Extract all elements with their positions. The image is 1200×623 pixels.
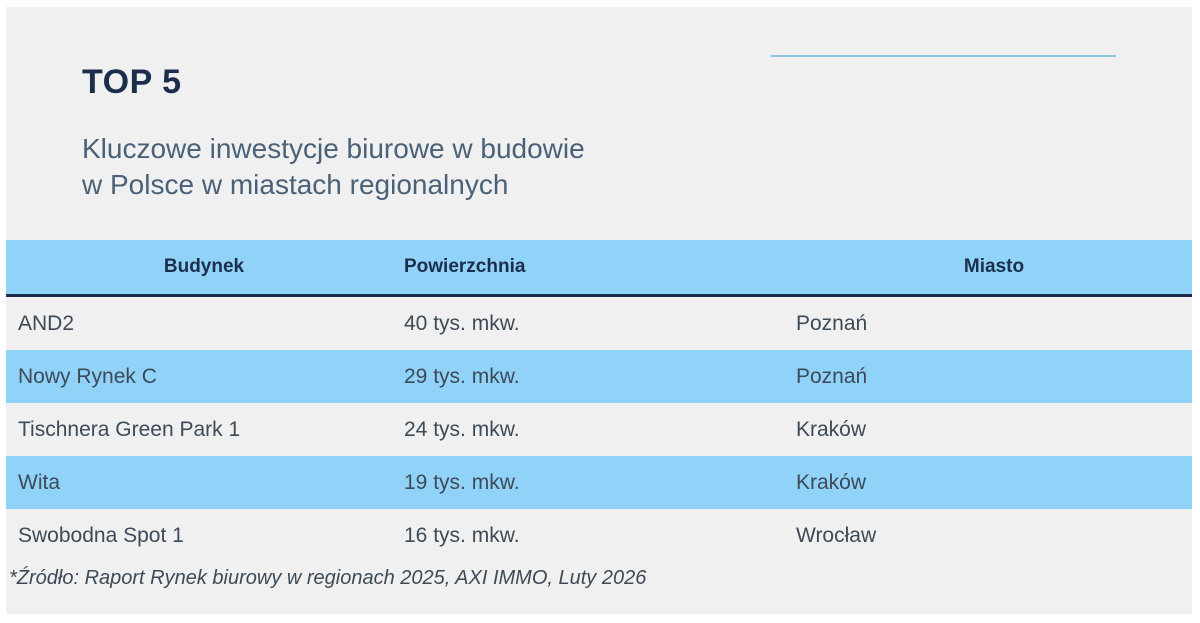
cell-city: Kraków (796, 403, 1192, 456)
cell-building: Tischnera Green Park 1 (6, 403, 402, 456)
subtitle: Kluczowe inwestycje biurowe w budowie w … (82, 131, 585, 203)
source-footnote: *Źródło: Raport Rynek biurowy w regionac… (9, 567, 647, 589)
accent-line (771, 55, 1116, 57)
table-header-row: Budynek Powierzchnia Miasto (6, 240, 1192, 297)
table-row: Wita 19 tys. mkw. Kraków (6, 456, 1192, 509)
cell-area: 16 tys. mkw. (402, 509, 796, 562)
cell-area: 40 tys. mkw. (402, 295, 796, 350)
cell-area: 24 tys. mkw. (402, 403, 796, 456)
cell-area: 29 tys. mkw. (402, 350, 796, 403)
cell-city: Wrocław (796, 509, 1192, 562)
table-row: Nowy Rynek C 29 tys. mkw. Poznań (6, 350, 1192, 403)
cell-building: Wita (6, 456, 402, 509)
cell-city: Poznań (796, 350, 1192, 403)
page-title: TOP 5 (82, 63, 182, 101)
table-row: Tischnera Green Park 1 24 tys. mkw. Krak… (6, 403, 1192, 456)
cell-building: Nowy Rynek C (6, 350, 402, 403)
cell-city: Kraków (796, 456, 1192, 509)
cell-building: AND2 (6, 295, 402, 350)
subtitle-line-2: w Polsce w miastach regionalnych (82, 169, 509, 200)
info-card: TOP 5 Kluczowe inwestycje biurowe w budo… (6, 7, 1192, 614)
table-row: AND2 40 tys. mkw. Poznań (6, 295, 1192, 350)
investments-table: Budynek Powierzchnia Miasto AND2 40 tys.… (6, 240, 1192, 562)
cell-building: Swobodna Spot 1 (6, 509, 402, 562)
column-header-area: Powierzchnia (402, 240, 796, 297)
column-header-city: Miasto (796, 240, 1192, 297)
cell-area: 19 tys. mkw. (402, 456, 796, 509)
subtitle-line-1: Kluczowe inwestycje biurowe w budowie (82, 133, 585, 164)
column-header-building: Budynek (6, 240, 402, 297)
table-row: Swobodna Spot 1 16 tys. mkw. Wrocław (6, 509, 1192, 562)
cell-city: Poznań (796, 295, 1192, 350)
